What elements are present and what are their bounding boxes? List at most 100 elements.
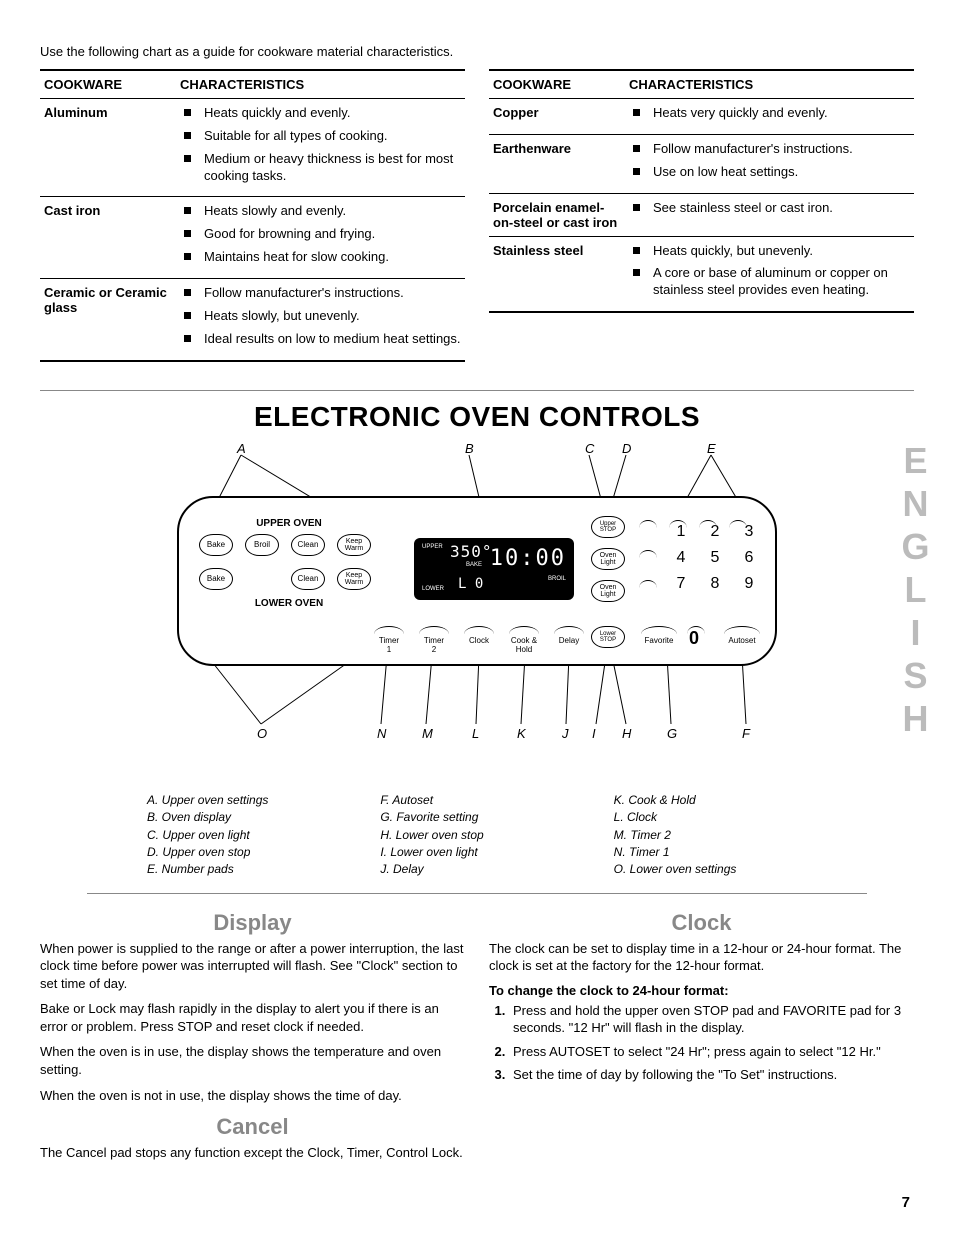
callout-c: C xyxy=(585,441,594,456)
legend-item: N. Timer 1 xyxy=(614,844,847,861)
cookhold-button: Cook & Hold xyxy=(507,636,541,654)
legend-item: E. Number pads xyxy=(147,861,380,878)
char-item: Heats quickly and evenly. xyxy=(180,105,461,122)
disp-lo: L 0 xyxy=(458,576,483,592)
char-item: Medium or heavy thickness is best for mo… xyxy=(180,151,461,185)
legend-item: A. Upper oven settings xyxy=(147,792,380,809)
char-item: Good for browning and frying. xyxy=(180,226,461,243)
legend-item: C. Upper oven light xyxy=(147,827,380,844)
display-para: When the oven is in use, the display sho… xyxy=(40,1043,465,1078)
char-item: Heats quickly, but unevenly. xyxy=(629,243,910,260)
callout-h: H xyxy=(622,726,631,741)
legend: A. Upper oven settingsB. Oven displayC. … xyxy=(87,782,867,894)
legend-item: I. Lower oven light xyxy=(380,844,613,861)
material-name: Copper xyxy=(489,98,625,134)
control-panel: UPPER OVEN Bake Broil Clean Keep Warm Ba… xyxy=(177,496,777,666)
callout-g: G xyxy=(667,726,677,741)
display-para: When the oven is not in use, the display… xyxy=(40,1087,465,1105)
characteristics-cell: Heats quickly and evenly. Suitable for al… xyxy=(176,98,465,197)
material-name: Porcelain enamel-on-steel or cast iron xyxy=(489,193,625,236)
characteristics-cell: Follow manufacturer's instructions. Heats… xyxy=(176,279,465,361)
section-title: ELECTRONIC OVEN CONTROLS xyxy=(40,401,914,433)
callout-d: D xyxy=(622,441,631,456)
disp-time: 10:00 xyxy=(490,546,566,571)
characteristics-cell: Heats very quickly and evenly. xyxy=(625,98,914,134)
left-table: COOKWARE CHARACTERISTICS AluminumHeats q… xyxy=(40,69,465,362)
number-pad: 123456789 xyxy=(669,523,761,597)
callout-a: A xyxy=(237,441,246,456)
display-para: When power is supplied to the range or a… xyxy=(40,940,465,993)
timer1-button: Timer 1 xyxy=(374,636,404,654)
characteristics-cell: Heats quickly, but unevenly. A core or ba… xyxy=(625,236,914,312)
char-item: See stainless steel or cast iron. xyxy=(629,200,910,217)
char-item: Suitable for all types of cooking. xyxy=(180,128,461,145)
material-name: Aluminum xyxy=(40,98,176,197)
keepwarm-upper-button: Keep Warm xyxy=(337,534,371,556)
legend-item: H. Lower oven stop xyxy=(380,827,613,844)
material-name: Stainless steel xyxy=(489,236,625,312)
bake-upper-button: Bake xyxy=(199,534,233,556)
control-diagram: A B C D E O N M L K J I H G F UPPE xyxy=(87,441,867,776)
legend-item: F. Autoset xyxy=(380,792,613,809)
numpad-1: 1 xyxy=(669,523,693,545)
th-cookware: COOKWARE xyxy=(40,70,176,99)
cancel-text: The Cancel pad stops any function except… xyxy=(40,1144,465,1162)
legend-item: B. Oven display xyxy=(147,809,380,826)
clean-lower-button: Clean xyxy=(291,568,325,590)
clock-text: The clock can be set to display time in … xyxy=(489,940,914,975)
char-item: Heats slowly, but unevenly. xyxy=(180,308,461,325)
delay-button: Delay xyxy=(554,636,584,645)
legend-item: O. Lower oven settings xyxy=(614,861,847,878)
th-cookware: COOKWARE xyxy=(489,70,625,99)
broil-button: Broil xyxy=(245,534,279,556)
upper-stop-button: Upper STOP xyxy=(591,516,625,538)
legend-item: K. Cook & Hold xyxy=(614,792,847,809)
callout-i: I xyxy=(592,726,596,741)
legend-item: J. Delay xyxy=(380,861,613,878)
char-item: A core or base of aluminum or copper on … xyxy=(629,265,910,299)
numpad-6: 6 xyxy=(737,549,761,571)
legend-item: M. Timer 2 xyxy=(614,827,847,844)
display-heading: Display xyxy=(40,910,465,936)
char-item: Follow manufacturer's instructions. xyxy=(180,285,461,302)
callout-o: O xyxy=(257,726,267,741)
disp-upper: UPPER xyxy=(422,544,443,550)
language-tab: ENGLISH xyxy=(894,440,936,741)
upper-oven-label: UPPER OVEN xyxy=(244,518,334,529)
cancel-heading: Cancel xyxy=(40,1114,465,1140)
char-item: Use on low heat settings. xyxy=(629,164,910,181)
disp-temp: 350° xyxy=(450,542,493,561)
bake-lower-button: Bake xyxy=(199,568,233,590)
characteristics-cell: See stainless steel or cast iron. xyxy=(625,193,914,236)
oven-light2-button: Oven Light xyxy=(591,580,625,602)
char-item: Maintains heat for slow cooking. xyxy=(180,249,461,266)
th-characteristics: CHARACTERISTICS xyxy=(625,70,914,99)
material-name: Cast iron xyxy=(40,197,176,279)
disp-bake: BAKE xyxy=(466,562,482,568)
numpad-3: 3 xyxy=(737,523,761,545)
clock-step: Set the time of day by following the "To… xyxy=(509,1066,914,1084)
intro-text: Use the following chart as a guide for c… xyxy=(40,44,914,61)
callout-m: M xyxy=(422,726,433,741)
clock-button: Clock xyxy=(464,636,494,645)
clock-step: Press and hold the upper oven STOP pad a… xyxy=(509,1002,914,1037)
right-table: COOKWARE CHARACTERISTICS CopperHeats ver… xyxy=(489,69,914,313)
timer2-button: Timer 2 xyxy=(419,636,449,654)
numpad-4: 4 xyxy=(669,549,693,571)
char-item: Heats very quickly and evenly. xyxy=(629,105,910,122)
numpad-8: 8 xyxy=(703,575,727,597)
callout-b: B xyxy=(465,441,474,456)
callout-e: E xyxy=(707,441,716,456)
numpad-5: 5 xyxy=(703,549,727,571)
disp-lower: LOWER xyxy=(422,586,444,592)
numpad-0: 0 xyxy=(689,628,699,649)
callout-f: F xyxy=(742,726,750,741)
callout-l: L xyxy=(472,726,479,741)
char-item: Ideal results on low to medium heat sett… xyxy=(180,331,461,348)
characteristics-cell: Follow manufacturer's instructions.Use o… xyxy=(625,134,914,193)
material-name: Ceramic or Ceramic glass xyxy=(40,279,176,361)
legend-item: D. Upper oven stop xyxy=(147,844,380,861)
legend-item: G. Favorite setting xyxy=(380,809,613,826)
clock-steps: Press and hold the upper oven STOP pad a… xyxy=(489,1002,914,1084)
characteristics-cell: Heats slowly and evenly.Good for brownin… xyxy=(176,197,465,279)
